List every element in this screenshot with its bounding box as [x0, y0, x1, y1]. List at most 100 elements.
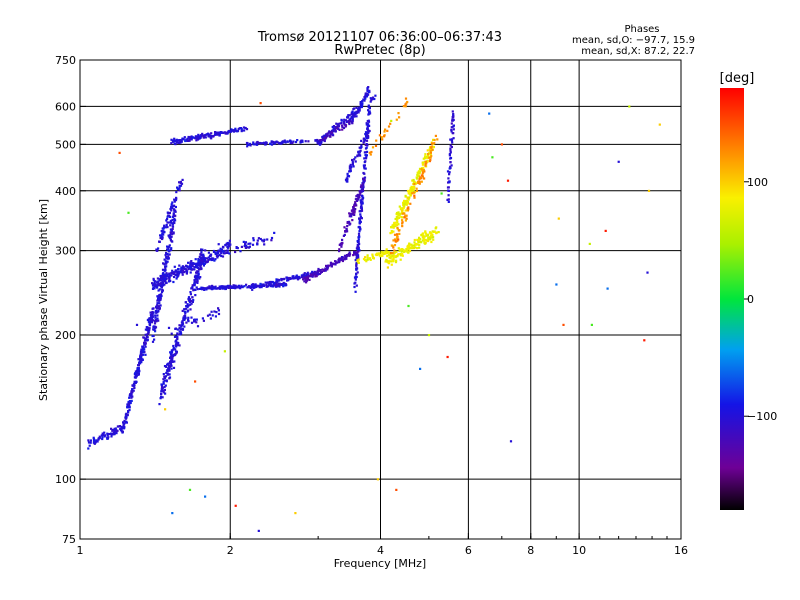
data-point — [158, 296, 161, 299]
data-point — [213, 259, 216, 262]
data-point — [177, 270, 180, 273]
data-point — [222, 131, 225, 134]
data-point — [184, 268, 187, 271]
data-point — [246, 286, 249, 289]
data-point — [230, 128, 233, 131]
data-point — [412, 191, 416, 194]
data-point — [349, 163, 352, 166]
data-point — [367, 131, 370, 134]
data-point — [162, 230, 165, 233]
data-point — [170, 240, 173, 243]
data-point — [165, 265, 168, 268]
data-point — [168, 376, 172, 379]
data-point — [430, 145, 433, 148]
data-point — [167, 248, 170, 251]
data-point — [423, 170, 426, 173]
data-point — [401, 250, 404, 253]
data-point — [234, 127, 237, 130]
data-point — [165, 380, 168, 383]
data-point — [267, 281, 270, 285]
data-point — [385, 248, 388, 251]
data-point — [270, 280, 273, 284]
data-point — [129, 393, 132, 396]
x-tick-label: 10 — [572, 544, 586, 557]
data-point — [212, 257, 215, 260]
data-point — [171, 140, 174, 143]
data-point — [208, 313, 211, 316]
data-point — [448, 171, 451, 174]
data-point — [165, 371, 168, 374]
data-point — [159, 284, 162, 288]
data-point — [362, 186, 365, 189]
data-point — [362, 196, 365, 199]
data-point — [381, 251, 384, 255]
data-point — [114, 427, 117, 430]
data-point — [161, 284, 165, 287]
data-point — [404, 105, 407, 108]
data-point — [334, 260, 337, 263]
data-point — [370, 150, 373, 154]
data-point — [339, 242, 342, 246]
data-point — [386, 129, 389, 132]
data-point — [220, 131, 223, 134]
data-point — [183, 316, 186, 319]
data-point — [278, 285, 281, 288]
data-point — [174, 210, 177, 213]
data-point — [131, 384, 134, 387]
data-point — [491, 156, 494, 159]
data-point — [318, 139, 321, 142]
data-point — [239, 287, 242, 290]
data-point — [92, 441, 95, 444]
data-point — [173, 142, 176, 145]
data-point — [89, 441, 92, 444]
data-point — [331, 132, 334, 135]
data-point — [360, 199, 363, 202]
data-point — [403, 205, 406, 208]
data-point — [207, 256, 210, 259]
data-point — [204, 495, 207, 498]
data-point — [349, 169, 352, 173]
data-point — [411, 179, 414, 182]
data-point — [359, 146, 362, 149]
data-point — [364, 258, 367, 262]
data-point — [172, 231, 175, 234]
data-point — [428, 160, 431, 163]
data-point — [404, 200, 407, 203]
data-point — [140, 351, 143, 354]
data-point — [165, 260, 168, 264]
data-point — [155, 306, 158, 309]
data-point — [322, 269, 326, 272]
data-point — [362, 141, 365, 144]
data-point — [347, 121, 351, 124]
data-point — [378, 134, 381, 137]
data-point — [341, 242, 344, 245]
data-point — [245, 283, 248, 286]
data-point — [302, 273, 305, 276]
data-point — [365, 150, 369, 153]
data-point — [136, 367, 139, 370]
data-point — [393, 255, 396, 258]
data-point — [205, 257, 209, 260]
data-point — [396, 226, 399, 229]
data-point — [152, 311, 155, 314]
data-point — [371, 253, 374, 256]
data-point — [281, 141, 284, 144]
data-point — [172, 344, 175, 348]
data-point — [156, 314, 159, 317]
data-point — [187, 320, 190, 323]
data-point — [388, 256, 391, 259]
data-point — [403, 199, 406, 202]
data-point — [405, 217, 408, 220]
data-point — [363, 164, 366, 167]
data-point — [418, 172, 421, 175]
data-point — [88, 444, 91, 447]
data-point — [122, 427, 126, 430]
data-point — [181, 320, 184, 323]
data-point — [386, 260, 389, 263]
data-point — [176, 328, 179, 331]
data-point — [203, 258, 207, 261]
data-point — [362, 177, 365, 180]
data-point — [218, 132, 221, 135]
data-point — [191, 265, 194, 268]
data-point — [427, 334, 431, 337]
